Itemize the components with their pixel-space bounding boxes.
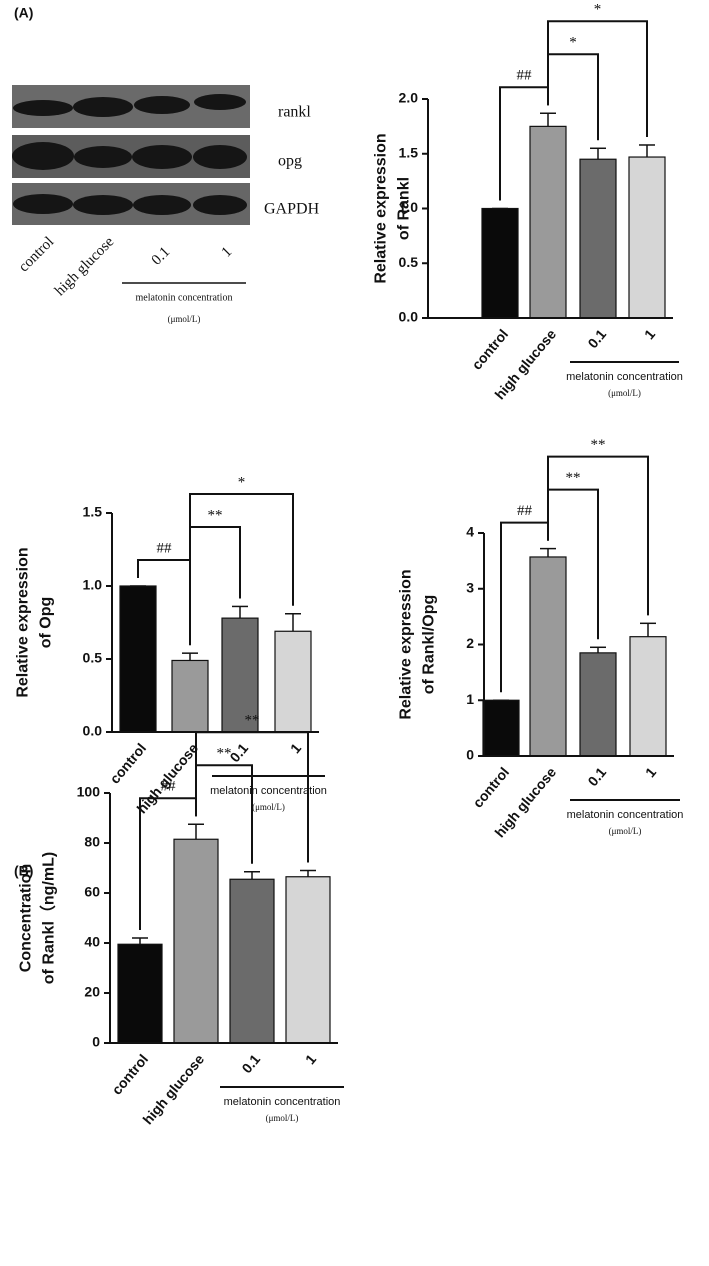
lane-label: 0.1 [149, 244, 174, 269]
group-label: melatonin concentration [224, 1096, 341, 1108]
y-axis-label: Concentration [18, 864, 35, 972]
y-tick-label: 2 [466, 635, 474, 651]
x-tick-label: 0.1 [584, 764, 609, 789]
group-label: melatonin concentration [567, 809, 684, 821]
y-tick-label: 0 [466, 747, 474, 763]
x-tick-label: 0.1 [238, 1051, 263, 1076]
bar [482, 699, 520, 757]
bar [171, 659, 209, 733]
x-tick-label: control [106, 740, 149, 787]
group-unit: (μmol/L) [168, 314, 201, 324]
group-unit: (μmol/L) [609, 826, 642, 836]
group-label: melatonin concentration [210, 785, 327, 797]
significance-label: * [238, 474, 246, 490]
y-axis-label: of Rankl（ng/mL) [40, 852, 58, 984]
y-tick-label: 0 [92, 1034, 100, 1050]
lane-label: control [16, 234, 57, 275]
significance-bracket [189, 493, 294, 646]
band-label: GAPDH [264, 201, 320, 218]
x-tick-label: 1 [287, 740, 304, 756]
y-axis-label: Relative expression [373, 133, 390, 283]
lane-label: 1 [219, 244, 236, 261]
band-label: rankl [278, 104, 311, 121]
y-tick-label: 80 [84, 834, 100, 850]
bar [285, 876, 331, 1044]
panel-label: (A) [14, 5, 33, 21]
y-axis-label: Relative expression [15, 547, 32, 697]
y-tick-label: 0.5 [83, 650, 103, 666]
significance-bracket [547, 455, 649, 616]
significance-label: ## [517, 68, 533, 84]
bar [529, 556, 567, 757]
y-tick-label: 1.0 [399, 199, 419, 215]
y-tick-label: 0.0 [83, 723, 103, 739]
western-blot: rankl opg GAPDH control high glucose 0.1… [12, 85, 320, 324]
significance-label: * [569, 35, 577, 51]
bar [481, 207, 519, 319]
x-tick-label: control [108, 1051, 151, 1098]
significance-label: ** [245, 713, 260, 729]
x-tick-label: 1 [642, 764, 659, 780]
x-tick-label: 1 [641, 326, 658, 342]
group-unit: (μmol/L) [252, 802, 285, 812]
y-tick-label: 20 [84, 984, 100, 1000]
y-axis-label: of Rankl/Opg [421, 595, 438, 695]
y-tick-label: 0.0 [399, 309, 419, 325]
y-tick-label: 1.5 [83, 504, 103, 520]
significance-bracket [547, 20, 648, 137]
bar [579, 652, 617, 757]
x-tick-label: 0.1 [584, 326, 609, 351]
y-tick-label: 60 [84, 884, 100, 900]
y-tick-label: 0.5 [399, 254, 419, 270]
group-label: melatonin concentration [136, 292, 233, 303]
group-unit: (μmol/L) [608, 388, 641, 398]
y-tick-label: 1.0 [83, 577, 103, 593]
x-tick-label: 1 [302, 1051, 319, 1067]
significance-label: ## [157, 540, 173, 556]
y-tick-label: 1.5 [399, 144, 419, 160]
y-axis-label: Relative expression [398, 569, 415, 719]
group-label: melatonin concentration [566, 371, 683, 383]
y-tick-label: 4 [466, 524, 474, 540]
y-axis-label: of Rankl [396, 177, 413, 240]
bar [274, 630, 312, 733]
y-tick-label: 3 [466, 579, 474, 595]
x-tick-label: control [468, 326, 511, 373]
bar [628, 156, 666, 319]
blot-bands [12, 94, 247, 215]
bar [173, 838, 219, 1044]
significance-label: ** [566, 470, 581, 486]
bar [579, 158, 617, 319]
y-tick-label: 2.0 [399, 90, 419, 106]
y-tick-label: 40 [84, 934, 100, 950]
significance-label: ** [591, 437, 606, 453]
bar [117, 943, 163, 1044]
group-unit: (μmol/L) [266, 1113, 299, 1123]
x-tick-label: control [469, 764, 512, 811]
bar [119, 585, 157, 733]
significance-label: ## [517, 503, 533, 519]
y-axis-label: of Opg [38, 597, 55, 649]
panel-label: (B) [14, 863, 33, 879]
significance-label: * [594, 2, 602, 18]
significance-bracket [195, 731, 309, 863]
significance-label: ** [217, 746, 232, 762]
lane-label: high glucose [52, 234, 117, 299]
significance-label: ** [208, 507, 223, 523]
bar [229, 878, 275, 1044]
significance-label: ## [161, 779, 177, 795]
y-tick-label: 1 [466, 691, 474, 707]
bar [529, 125, 567, 319]
band-label: opg [278, 153, 302, 170]
y-tick-label: 100 [77, 784, 101, 800]
bar [629, 636, 667, 757]
